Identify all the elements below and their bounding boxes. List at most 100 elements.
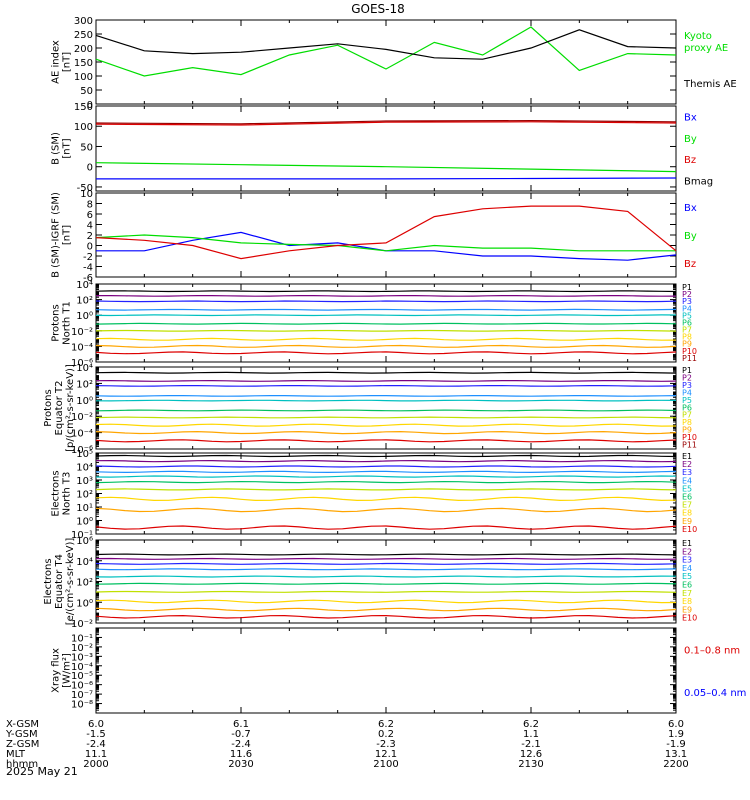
y-tick-label: 8 <box>87 200 93 211</box>
channel-label: E10 <box>682 525 697 534</box>
x-axis-value: 13.1 <box>665 749 687 760</box>
series-p1 <box>95 290 677 293</box>
y-tick-label: 0 <box>87 242 93 253</box>
series-e2 <box>95 557 677 560</box>
channel-label: E10 <box>682 614 697 623</box>
y-tick-label: 10² <box>76 296 93 307</box>
y-tick-label: 10³ <box>76 476 93 487</box>
y-tick-label: 100 <box>74 72 93 83</box>
y-tick-label: 10⁴ <box>76 463 93 474</box>
channel-label: E1 <box>682 539 692 548</box>
panel-frame <box>95 366 677 450</box>
channel-label: P9 <box>682 426 692 435</box>
x-axis-value: 6.0 <box>88 719 104 730</box>
y-axis-label: Electrons <box>43 558 54 604</box>
legend-label: 0.05–0.4 nm <box>684 688 746 699</box>
channel-label: P2 <box>682 373 692 382</box>
y-tick-label: 10⁰ <box>76 598 93 609</box>
chart-title: GOES-18 <box>351 2 405 16</box>
x-axis-value: -1.9 <box>666 739 686 750</box>
y-axis-label: North T3 <box>62 472 73 516</box>
y-tick-label: 10⁻⁴ <box>71 662 93 673</box>
y-tick-label: 50 <box>80 142 93 153</box>
series-p9 <box>95 430 677 435</box>
x-axis-value: 11.6 <box>230 749 252 760</box>
legend-label: Bz <box>684 259 696 270</box>
x-axis-value: 11.1 <box>85 749 107 760</box>
series-p2 <box>95 379 677 382</box>
legend-label: Bz <box>684 155 696 166</box>
x-axis-value: -2.4 <box>231 739 251 750</box>
date-label: 2025 May 21 <box>6 765 78 778</box>
series-p2 <box>96 295 677 297</box>
x-axis-value: 2030 <box>228 759 253 770</box>
channel-label: P11 <box>682 441 697 450</box>
panel-frame <box>95 539 677 624</box>
channel-label: E4 <box>682 564 692 573</box>
y-tick-label: 4 <box>87 221 93 232</box>
series-p5 <box>95 314 677 317</box>
series-p8 <box>95 337 677 341</box>
series-p3 <box>95 385 677 387</box>
x-axis-row-name: hhmm <box>6 759 38 770</box>
series-e3 <box>95 465 677 468</box>
y-tick-label: 100 <box>74 122 93 133</box>
series-p5 <box>95 399 677 402</box>
x-axis-value: 1.1 <box>523 729 539 740</box>
legend-label: Kyoto <box>684 31 712 42</box>
series-e7 <box>95 590 677 593</box>
channel-label: E7 <box>682 501 692 510</box>
y-axis-label: Xray flux <box>51 648 62 693</box>
channel-label: E4 <box>682 476 692 485</box>
y-tick-label: -4 <box>83 263 93 274</box>
y-tick-label: 250 <box>74 30 93 41</box>
series-p8 <box>95 423 677 427</box>
channel-label: P4 <box>682 388 692 397</box>
series-e5 <box>95 575 677 578</box>
series-p4 <box>95 395 677 397</box>
y-axis-label: [W/m²] <box>62 653 73 688</box>
panel-xray: 10⁻⁸10⁻⁷10⁻⁶10⁻⁵10⁻⁴10⁻³10⁻²10⁻¹ Xray flu… <box>51 627 746 714</box>
y-axis-label: B (SM) <box>51 132 62 165</box>
y-tick-label: 10⁻¹ <box>71 530 93 541</box>
series-p1 <box>95 371 677 374</box>
x-axis-row-name: Y-GSM <box>5 729 38 740</box>
series-p9 <box>95 344 677 348</box>
y-tick-label: 10⁴ <box>76 280 93 291</box>
y-tick-label: 150 <box>74 58 93 69</box>
x-axis-row-name: Z-GSM <box>6 739 39 750</box>
x-axis-value: 12.6 <box>520 749 542 760</box>
x-axis-value: -2.4 <box>86 739 106 750</box>
legend-label: By <box>684 231 697 242</box>
series-p10 <box>95 351 677 355</box>
series-e1 <box>95 553 677 556</box>
x-axis-value: 2100 <box>373 759 398 770</box>
x-axis-row-name: MLT <box>6 749 26 760</box>
y-tick-label: 0 <box>87 100 93 111</box>
y-tick-label: 10⁶ <box>76 536 93 547</box>
panel-bsm: -50 0 50 100 150 B (SM) [nT] Bx By Bz Bmag <box>51 102 714 194</box>
channel-label: E2 <box>682 547 692 556</box>
x-axis-value: 0.2 <box>378 729 394 740</box>
x-axis-value: 2130 <box>518 759 543 770</box>
series-p3 <box>95 300 677 303</box>
channel-label: P11 <box>682 354 697 363</box>
x-axis-table: X-GSM 6.0 6.1 6.2 6.2 6.0 Y-GSM -1.5 -0.7 0.2 1.1 1… <box>5 719 689 770</box>
x-axis-value: 6.2 <box>378 719 394 730</box>
x-axis-value: 6.1 <box>233 719 249 730</box>
y-tick-label: 10⁴ <box>76 557 93 568</box>
channel-label: E9 <box>682 517 692 526</box>
series-bx <box>96 177 677 180</box>
series-bz <box>95 205 677 260</box>
y-tick-label: 10⁻⁴ <box>71 342 93 353</box>
series-e3 <box>95 562 677 565</box>
series-e8 <box>95 599 677 604</box>
x-axis-value: 2200 <box>663 759 688 770</box>
x-axis-value: -2.1 <box>521 739 541 750</box>
y-tick-label: 10⁻⁸ <box>71 700 93 711</box>
y-axis-label: Equator T2 <box>54 381 65 436</box>
y-tick-label: 10² <box>76 490 93 501</box>
